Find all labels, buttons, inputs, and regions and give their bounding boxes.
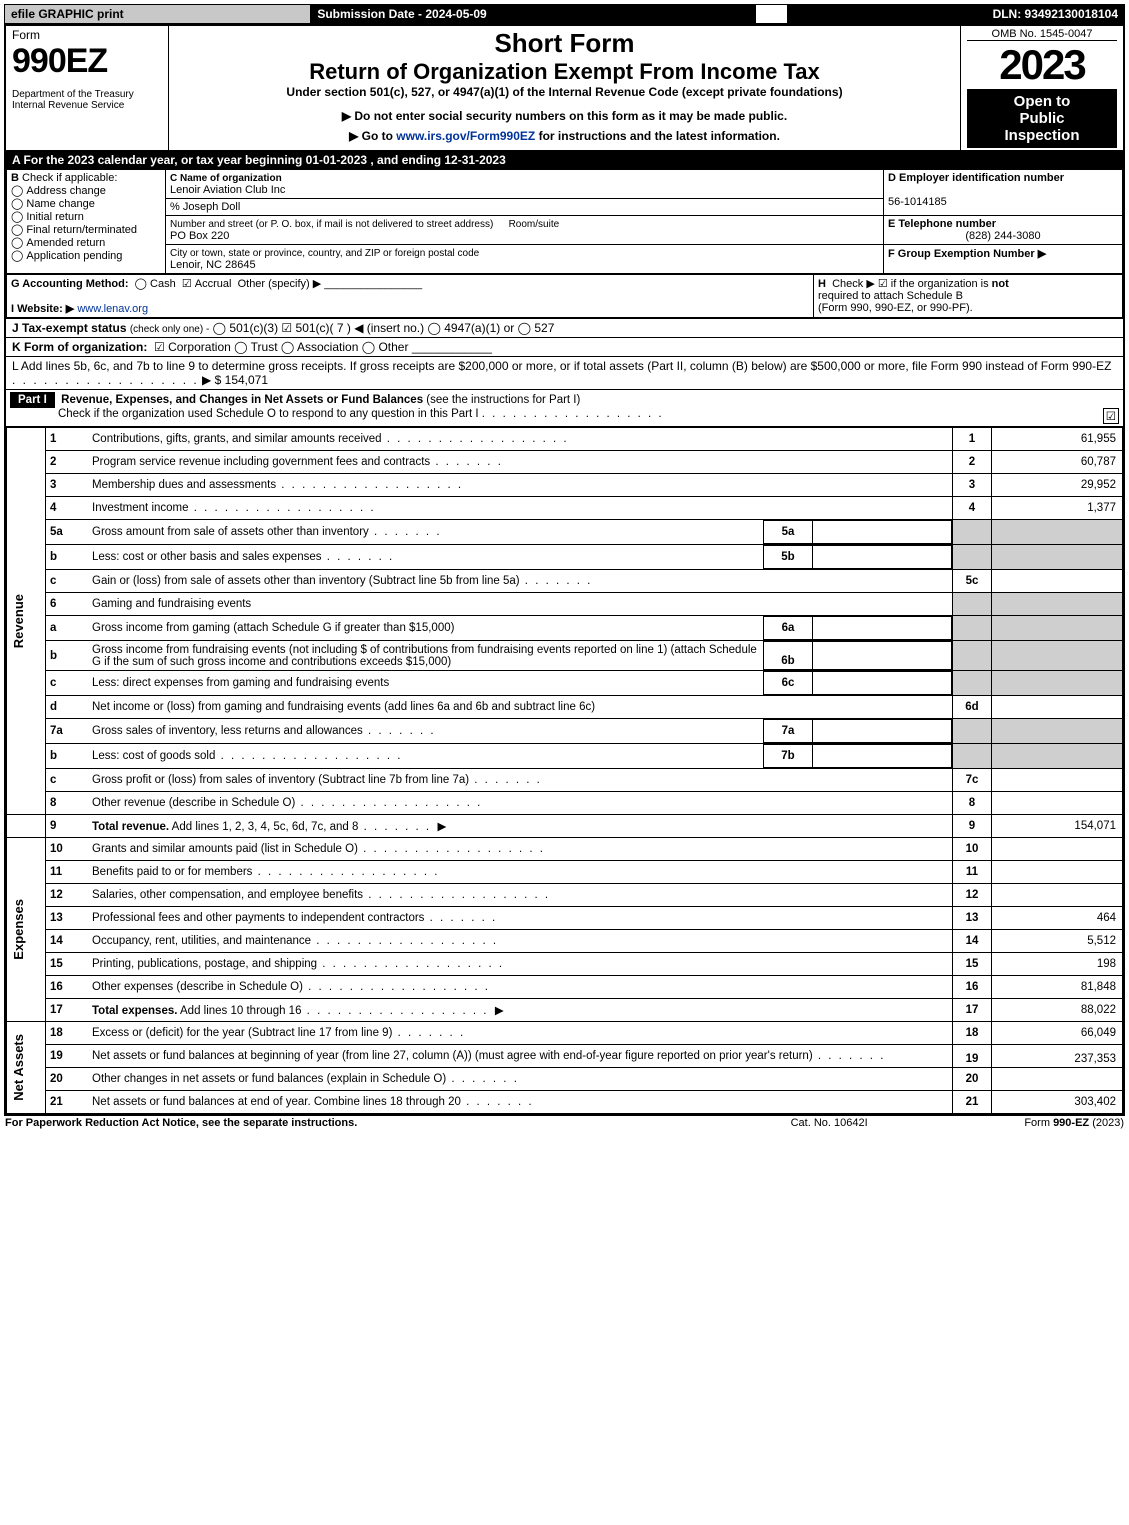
h-text2: required to attach Schedule B: [818, 290, 963, 302]
amt-1: 61,955: [992, 428, 1123, 451]
subtitle-section: Under section 501(c), 527, or 4947(a)(1)…: [175, 85, 954, 99]
part1-sub: Check if the organization used Schedule …: [58, 408, 479, 420]
h-text3: (Form 990, 990-EZ, or 990-PF).: [818, 302, 973, 314]
amt-19: 237,353: [992, 1045, 1123, 1068]
part1-tab: Part I: [10, 392, 55, 408]
l-value: 154,071: [225, 373, 268, 387]
chk-name-change[interactable]: ◯: [11, 198, 26, 210]
section-a-tax-year: A For the 2023 calendar year, or tax yea…: [5, 151, 1124, 170]
room-label: Room/suite: [509, 219, 560, 230]
phone-value: (828) 244-3080: [888, 230, 1118, 242]
amt-16: 81,848: [992, 976, 1123, 999]
amt-3: 29,952: [992, 474, 1123, 497]
amt-17: 88,022: [992, 999, 1123, 1022]
chk-address-change[interactable]: ◯: [11, 185, 26, 197]
care-of: % Joseph Doll: [170, 201, 240, 213]
efile-print[interactable]: efile GRAPHIC print: [5, 5, 311, 24]
website-link[interactable]: www.lenav.org: [77, 303, 148, 315]
j-options[interactable]: ◯ 501(c)(3) ☑ 501(c)( 7 ) ◀ (insert no.)…: [213, 321, 555, 335]
amt-15: 198: [992, 953, 1123, 976]
amt-21: 303,402: [992, 1091, 1123, 1114]
chk-amended-return[interactable]: ◯: [11, 237, 26, 249]
l-arrow: ▶ $: [202, 373, 221, 387]
title-short-form: Short Form: [175, 28, 954, 59]
form-number: 990EZ: [12, 42, 162, 81]
h-label: H: [818, 278, 826, 290]
street-label: Number and street (or P. O. box, if mail…: [170, 219, 493, 230]
chk-cash[interactable]: ◯: [135, 278, 150, 290]
footer-form: Form 990-EZ (2023): [912, 1116, 1125, 1130]
j-tax-exempt: J Tax-exempt status: [12, 321, 130, 335]
part1-title: Revenue, Expenses, and Changes in Net As…: [61, 394, 423, 406]
dept-treasury: Department of the Treasury: [12, 89, 162, 100]
f-group-exemption: F Group Exemption Number ▶: [888, 248, 1046, 260]
side-expenses: Expenses: [11, 899, 26, 960]
top-bar: efile GRAPHIC print Submission Date - 20…: [4, 4, 1125, 24]
l-text: L Add lines 5b, 6c, and 7b to line 9 to …: [12, 359, 1111, 373]
goto-line: ▶ Go to www.irs.gov/Form990EZ for instru…: [175, 129, 954, 143]
d-ein-label: D Employer identification number: [888, 172, 1064, 184]
amt-2: 60,787: [992, 451, 1123, 474]
amt-13: 464: [992, 907, 1123, 930]
part1-sub-chk[interactable]: ☑: [1103, 408, 1119, 424]
side-revenue: Revenue: [11, 594, 26, 648]
amt-4: 1,377: [992, 497, 1123, 520]
i-website-label: I Website: ▶: [11, 303, 74, 315]
tax-year: 2023: [967, 41, 1117, 89]
amt-9: 154,071: [992, 815, 1123, 838]
goto-link[interactable]: www.irs.gov/Form990EZ: [396, 129, 535, 143]
chk-application-pending[interactable]: ◯: [11, 250, 26, 262]
footer-left: For Paperwork Reduction Act Notice, see …: [5, 1117, 357, 1129]
submission-date: Submission Date - 2024-05-09: [311, 5, 756, 24]
city-value: Lenoir, NC 28645: [170, 259, 256, 271]
irs: Internal Revenue Service: [12, 100, 162, 111]
chk-accrual[interactable]: ☑: [182, 278, 195, 290]
c-name-label: C Name of organization: [170, 173, 282, 184]
amt-18: 66,049: [992, 1022, 1123, 1045]
title-return: Return of Organization Exempt From Incom…: [175, 59, 954, 85]
open-to-public: Open to Public Inspection: [967, 89, 1117, 148]
omb-number: OMB No. 1545-0047: [967, 28, 1117, 41]
h-text1: Check ▶ ☑ if the organization is: [832, 278, 992, 290]
form-word: Form: [12, 28, 162, 42]
dln: DLN: 93492130018104: [787, 5, 1124, 24]
ein-value: 56-1014185: [888, 196, 947, 208]
k-form-org: K Form of organization:: [12, 340, 147, 354]
chk-initial-return[interactable]: ◯: [11, 211, 26, 223]
part1-title2: (see the instructions for Part I): [426, 394, 580, 406]
city-label: City or town, state or province, country…: [170, 248, 479, 259]
g-accounting-label: G Accounting Method:: [11, 278, 129, 290]
other-specify: Other (specify) ▶: [238, 278, 322, 290]
org-name: Lenoir Aviation Club Inc: [170, 184, 285, 196]
footer-catno: Cat. No. 10642I: [746, 1116, 912, 1130]
e-phone-label: E Telephone number: [888, 218, 996, 230]
side-net-assets: Net Assets: [11, 1034, 26, 1101]
section-b-check: Check if applicable:: [22, 172, 117, 184]
street-value: PO Box 220: [170, 230, 229, 242]
section-b-label: B: [11, 172, 19, 184]
k-options[interactable]: ☑ Corporation ◯ Trust ◯ Association ◯ Ot…: [154, 340, 408, 354]
ssn-warning: ▶ Do not enter social security numbers o…: [175, 109, 954, 123]
amt-14: 5,512: [992, 930, 1123, 953]
chk-final-return[interactable]: ◯: [11, 224, 26, 236]
